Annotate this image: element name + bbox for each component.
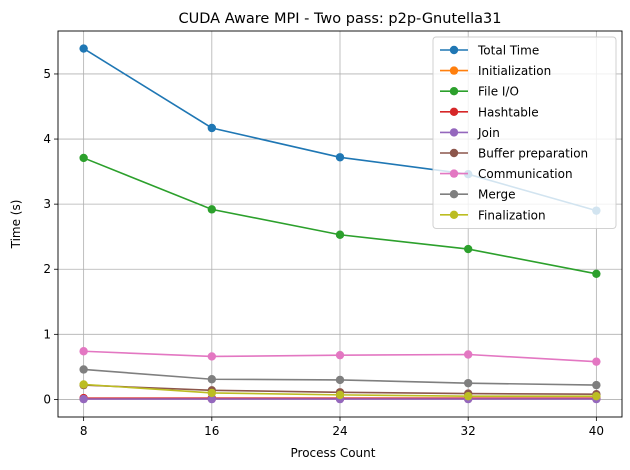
y-tick-label: 0 — [43, 392, 51, 406]
data-point — [207, 394, 217, 404]
data-point — [79, 44, 88, 53]
data-point — [463, 350, 473, 359]
legend-marker — [449, 66, 459, 75]
series-communication — [79, 347, 601, 366]
legend-label: Initialization — [478, 64, 551, 78]
y-tick-label: 4 — [43, 132, 51, 146]
x-axis-label: Process Count — [291, 446, 376, 460]
legend-entry: Communication — [440, 167, 573, 181]
data-point — [463, 391, 473, 401]
data-point — [79, 380, 88, 389]
data-point — [335, 350, 345, 360]
legend-marker — [449, 210, 459, 219]
y-tick-label: 1 — [43, 327, 51, 341]
data-point — [207, 375, 217, 384]
legend-label: Join — [477, 126, 500, 140]
y-tick-label: 5 — [43, 67, 51, 81]
data-point — [79, 153, 88, 163]
legend-entry: Buffer preparation — [440, 147, 588, 161]
legend-marker — [449, 128, 459, 137]
data-point — [335, 153, 345, 162]
data-point — [79, 394, 88, 404]
series-file-i-o — [79, 153, 601, 278]
x-axis: 8 16 24 32 40 — [80, 417, 604, 438]
legend-marker — [449, 148, 459, 158]
legend-marker — [449, 45, 459, 55]
legend-label: Finalization — [478, 208, 546, 222]
y-axis-label: Time (s) — [9, 200, 23, 250]
data-point — [592, 269, 601, 278]
legend-label: Total Time — [477, 44, 539, 58]
data-point — [207, 123, 217, 133]
data-point — [592, 357, 601, 366]
legend-label: Buffer preparation — [478, 147, 588, 161]
legend-marker — [449, 87, 459, 96]
y-tick-label: 2 — [43, 262, 51, 276]
data-point — [79, 365, 88, 374]
legend-entry: Finalization — [440, 208, 546, 222]
legend-marker — [449, 169, 459, 178]
data-point — [335, 375, 345, 385]
legend-label: Merge — [478, 188, 515, 202]
legend-marker — [449, 107, 459, 117]
legend-entry: Hashtable — [440, 105, 539, 119]
chart-title: CUDA Aware MPI - Two pass: p2p-Gnutella3… — [179, 11, 502, 27]
legend-entry: File I/O — [440, 85, 519, 99]
data-point — [335, 390, 345, 400]
legend-entry: Join — [440, 126, 500, 140]
data-point — [207, 388, 217, 398]
y-tick-label: 3 — [43, 197, 51, 211]
data-point — [207, 205, 217, 214]
legend-entry: Initialization — [440, 64, 551, 78]
x-tick-label: 16 — [204, 424, 219, 438]
series-merge — [79, 365, 601, 390]
data-point — [207, 352, 217, 361]
series-finalization — [79, 380, 601, 401]
legend-label: Hashtable — [478, 105, 539, 119]
x-tick-label: 8 — [80, 424, 88, 438]
data-point — [463, 244, 473, 254]
data-point — [79, 347, 88, 356]
legend-label: Communication — [478, 167, 573, 181]
legend-label: File I/O — [478, 85, 519, 99]
data-point — [592, 380, 601, 390]
data-point — [592, 391, 601, 401]
legend-entry: Merge — [440, 188, 515, 202]
data-point — [335, 230, 345, 239]
data-point — [463, 378, 473, 388]
series-layer — [79, 44, 601, 404]
x-tick-label: 24 — [332, 424, 347, 438]
y-axis: 0 1 2 3 4 5 — [43, 67, 58, 406]
x-tick-label: 40 — [589, 424, 604, 438]
legend-marker — [449, 190, 459, 199]
x-tick-label: 32 — [461, 424, 476, 438]
legend-entry: Total Time — [440, 44, 539, 58]
legend: Total Time Initialization File I/O Hashtabl… — [432, 36, 617, 229]
legend-box — [432, 36, 617, 229]
